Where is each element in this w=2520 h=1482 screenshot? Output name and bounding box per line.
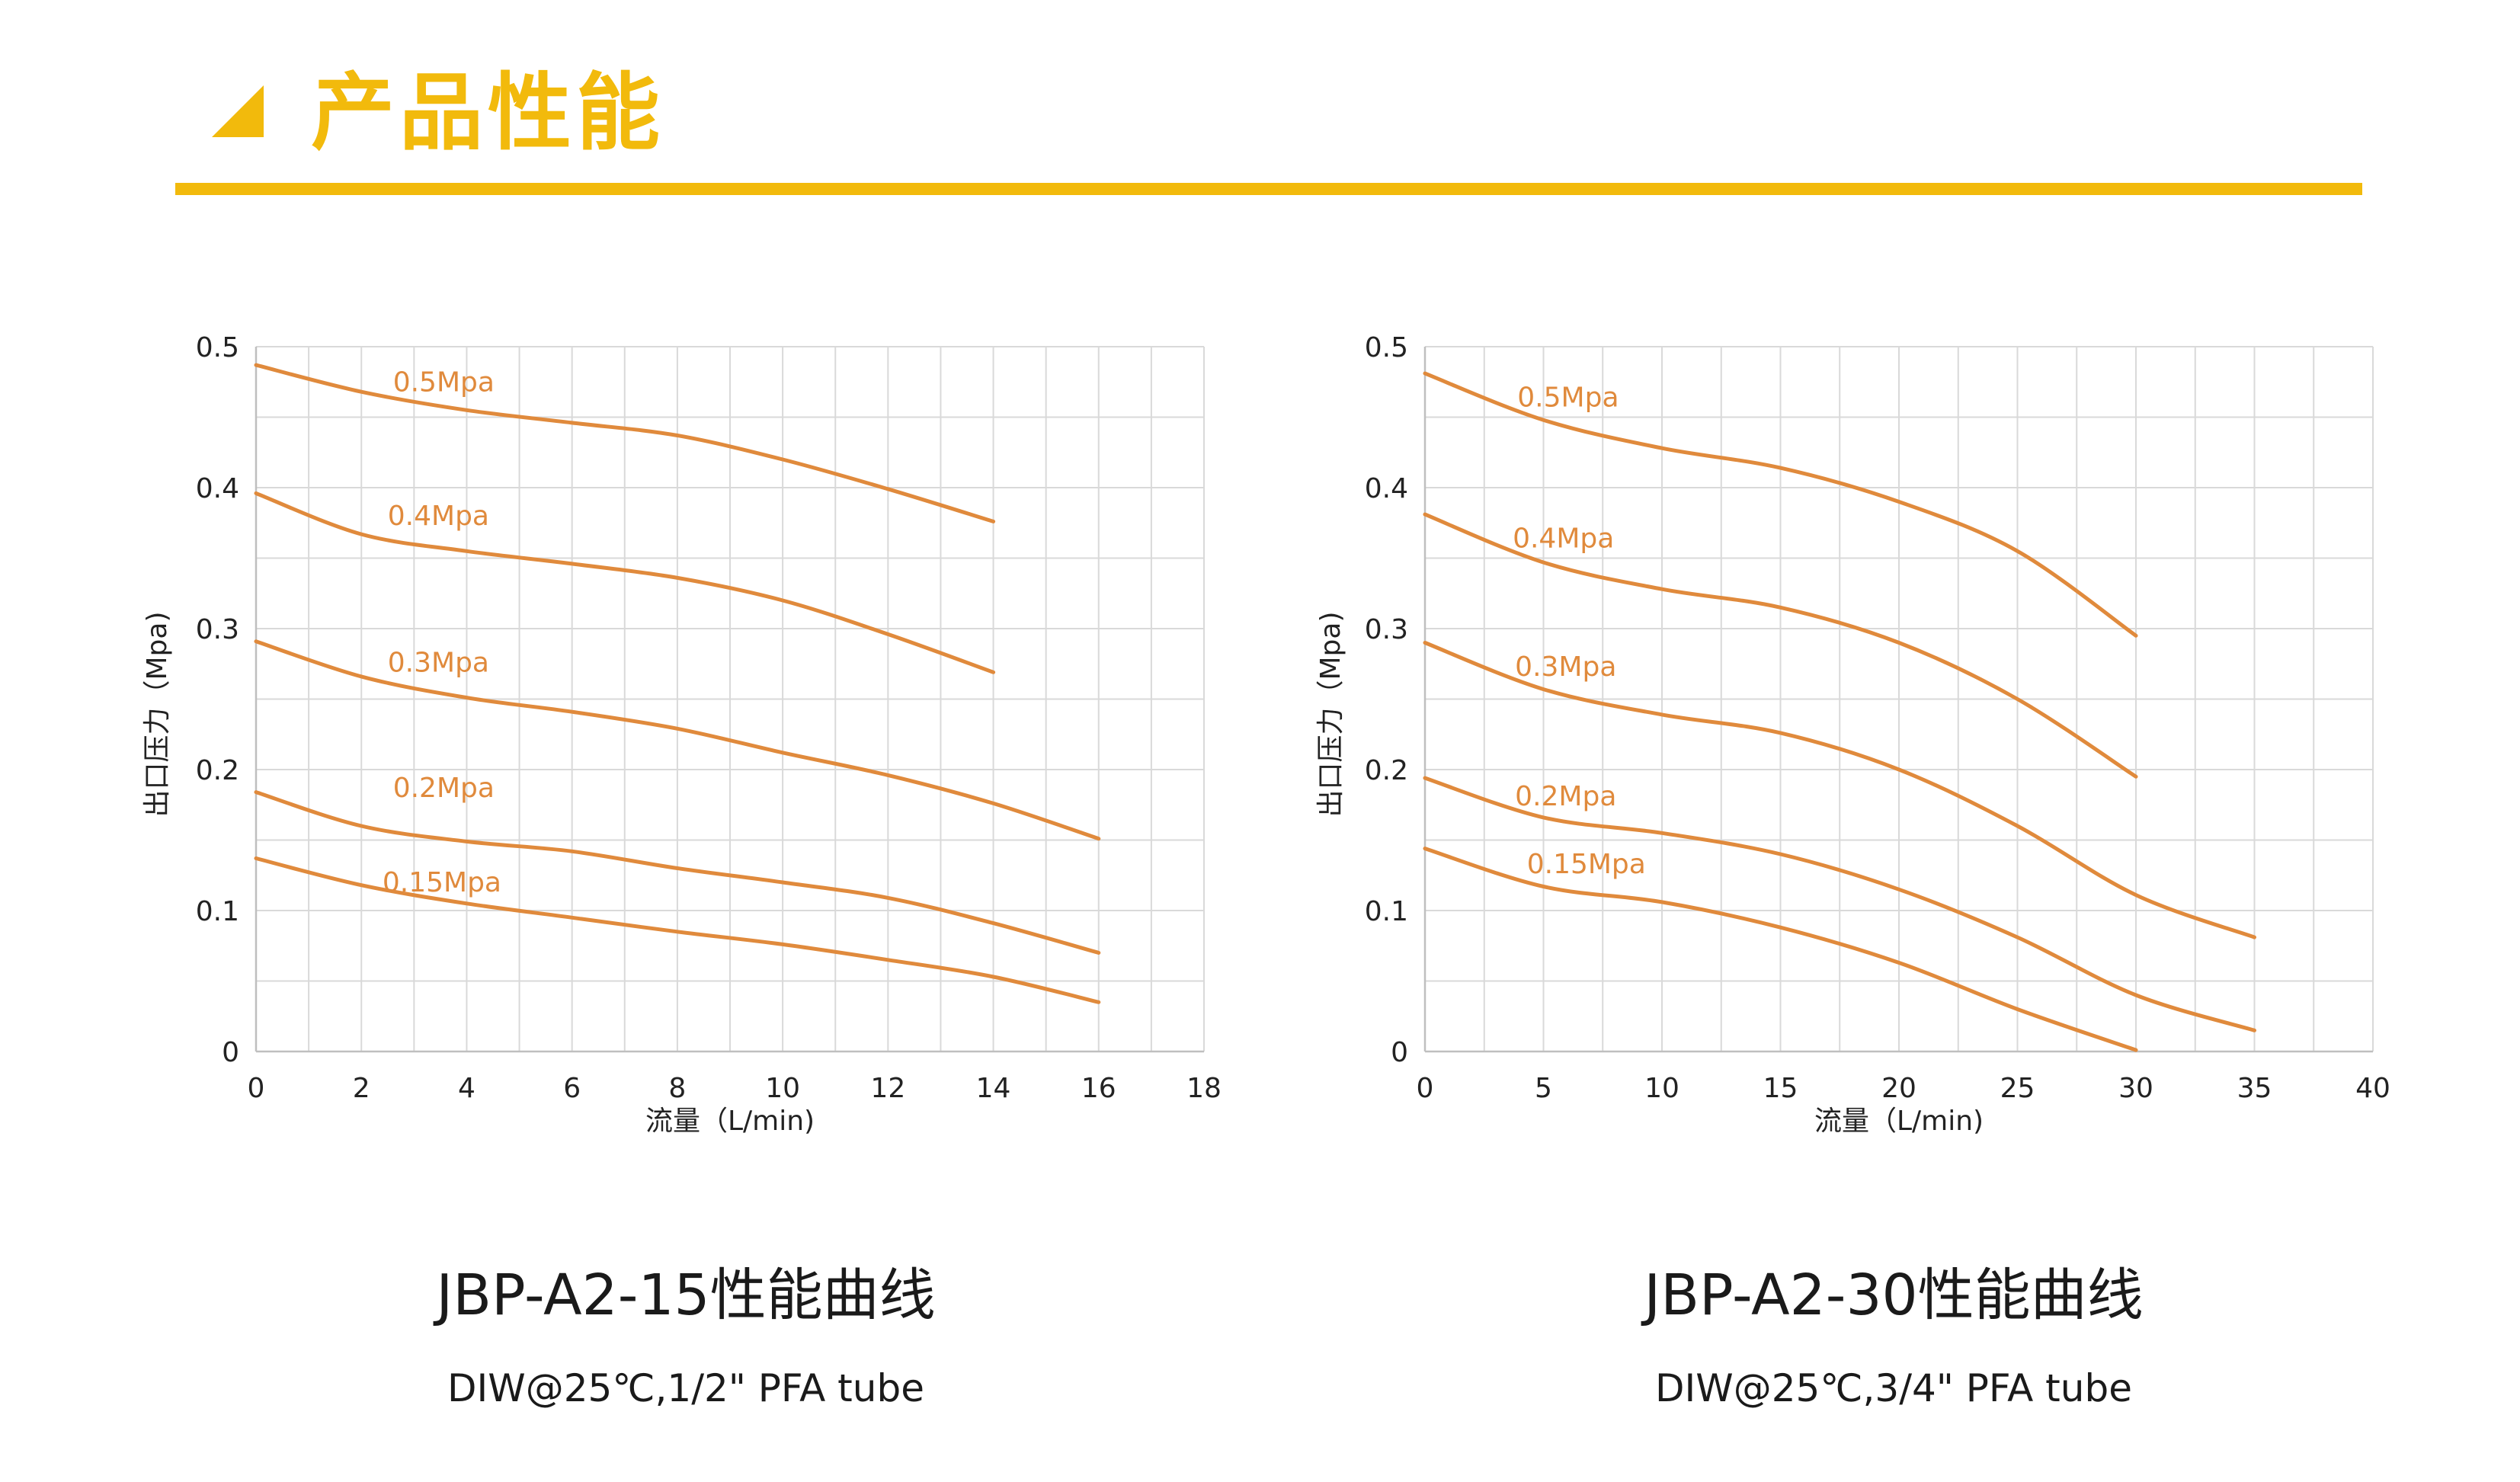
y-tick-label: 0.2: [196, 755, 239, 786]
x-tick-label: 40: [2355, 1073, 2390, 1104]
x-tick-label: 0: [1417, 1073, 1434, 1104]
series-label: 0.4Mpa: [388, 501, 489, 532]
chart-svg-a2-15: 0 2 4 6 8 10 12 14 16 18 0 0.1 0.2 0.3 0.4 0.5 流量（L/min)…: [142, 332, 1222, 1137]
chart-svg-a2-30: 0 5 10 15 20 25 30 35 40 0 0.1 0.2 0.3 0.4 0.5 流量（L/min…: [1315, 332, 2390, 1137]
series-label: 0.15Mpa: [1527, 849, 1646, 880]
series-line-0-5mpa: [254, 363, 996, 523]
x-tick-label: 25: [2000, 1073, 2035, 1104]
series-line-0-3mpa: [1423, 641, 2256, 939]
series-line-0-3mpa: [254, 639, 1101, 841]
series-label: 0.2Mpa: [393, 773, 495, 804]
page-title: 产品性能: [311, 64, 664, 162]
y-tick-label: 0.1: [196, 896, 239, 927]
series-line-0-2mpa: [1423, 776, 2256, 1032]
x-tick-label: 5: [1535, 1073, 1552, 1104]
header-divider: [175, 183, 2362, 195]
series-line-0-4mpa: [254, 491, 996, 674]
series-label: 0.3Mpa: [1515, 651, 1616, 683]
series-line-0-2mpa: [254, 790, 1101, 955]
series-line-0-4mpa: [1423, 512, 2138, 779]
x-tick-label: 14: [976, 1073, 1011, 1104]
y-tick-label: 0.1: [1365, 896, 1408, 927]
series-label: 0.5Mpa: [1517, 383, 1619, 414]
series-line-0-15mpa: [254, 856, 1101, 1004]
y-tick-label: 0.5: [1365, 332, 1408, 363]
x-tick-label: 0: [248, 1073, 265, 1104]
series-label: 0.5Mpa: [393, 366, 495, 398]
x-tick-label: 35: [2237, 1073, 2272, 1104]
x-tick-label: 20: [1881, 1073, 1916, 1104]
x-tick-label: 12: [870, 1073, 905, 1104]
y-tick-label: 0.2: [1365, 755, 1408, 786]
y-tick-label: 0.3: [1365, 614, 1408, 645]
series-label: 0.15Mpa: [383, 867, 501, 898]
chart-caption-subtitle-a2-30: DIW@25℃,3/4" PFA tube: [1655, 1366, 2132, 1410]
performance-chart-a2-15: 0 2 4 6 8 10 12 14 16 18 0 0.1 0.2 0.3 0.4 0.5 流量（L/min)…: [122, 305, 1295, 1181]
page-header: 产品性能: [0, 0, 2520, 198]
y-tick-label: 0.3: [196, 614, 239, 645]
x-tick-label: 30: [2118, 1073, 2153, 1104]
x-tick-label: 16: [1081, 1073, 1116, 1104]
y-tick-label: 0.4: [1365, 473, 1408, 504]
x-tick-label: 10: [1644, 1073, 1679, 1104]
x-tick-label: 2: [353, 1073, 370, 1104]
series-label: 0.2Mpa: [1515, 781, 1616, 812]
x-tick-label: 15: [1763, 1073, 1798, 1104]
chart-caption-title-a2-30: JBP-A2-30性能曲线: [1644, 1263, 2144, 1328]
series-label: 0.3Mpa: [388, 647, 489, 678]
series-line-0-15mpa: [1423, 847, 2138, 1052]
x-tick-label: 4: [458, 1073, 476, 1104]
x-tick-label: 10: [765, 1073, 800, 1104]
triangle-icon: [212, 85, 264, 137]
x-axis-title: 流量（L/min): [1814, 1106, 1984, 1137]
y-tick-label: 0.5: [196, 332, 239, 363]
x-axis-title: 流量（L/min): [645, 1106, 815, 1137]
x-tick-label: 6: [563, 1073, 581, 1104]
y-axis-title: 出口压力（Mpa): [142, 611, 173, 817]
x-tick-label: 8: [668, 1073, 686, 1104]
series-label: 0.4Mpa: [1513, 523, 1614, 555]
y-tick-label: 0: [1391, 1037, 1408, 1068]
x-tick-label: 18: [1186, 1073, 1222, 1104]
chart-caption-subtitle-a2-15: DIW@25℃,1/2" PFA tube: [447, 1366, 924, 1410]
chart-caption-title-a2-15: JBP-A2-15性能曲线: [436, 1263, 936, 1328]
series-line-0-5mpa: [1423, 371, 2138, 638]
y-tick-label: 0: [222, 1037, 239, 1068]
y-axis-title: 出口压力（Mpa): [1315, 611, 1346, 817]
y-tick-label: 0.4: [196, 473, 239, 504]
performance-chart-a2-30: 0 5 10 15 20 25 30 35 40 0 0.1 0.2 0.3 0.4 0.5 流量（L/min…: [1295, 305, 2469, 1181]
